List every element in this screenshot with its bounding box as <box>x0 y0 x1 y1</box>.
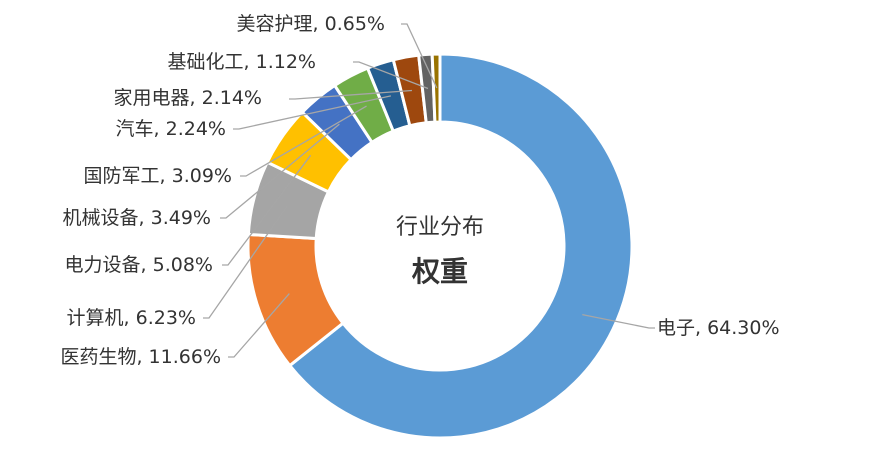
slice-label-7: 汽车, 2.24% <box>116 118 226 140</box>
slice-label-9: 基础化工, 1.12% <box>168 51 316 73</box>
leader-line-1 <box>582 313 655 329</box>
leader-line-3 <box>203 205 288 319</box>
slice-label-10: 美容护理, 0.65% <box>237 13 385 35</box>
leader-line-2 <box>228 293 290 358</box>
slice-label-6: 国防军工, 3.09% <box>84 165 232 187</box>
slice-label-1: 电子, 64.30% <box>657 317 780 339</box>
leader-line-6 <box>240 105 367 177</box>
donut-slice-1 <box>287 52 634 440</box>
slice-labels: 电子, 64.30% 医药生物, 11.66% 计算机, 6.23% 电力设备, 5.… <box>60 13 779 368</box>
donut-slices <box>246 52 634 440</box>
center-subtitle: 权重 <box>411 255 468 288</box>
slice-label-4: 电力设备, 5.08% <box>65 254 213 276</box>
leader-line-7 <box>233 95 392 130</box>
slice-label-8: 家用电器, 2.14% <box>114 87 262 109</box>
center-title: 行业分布 <box>396 215 484 240</box>
leader-line-9 <box>353 61 429 90</box>
slice-label-5: 机械设备, 3.49% <box>63 207 211 229</box>
slice-label-2: 医药生物, 11.66% <box>60 346 221 368</box>
leader-line-4 <box>222 154 312 266</box>
leader-line-10 <box>401 23 438 89</box>
leader-line-8 <box>289 89 413 100</box>
slice-label-3: 计算机, 6.23% <box>67 307 196 329</box>
leader-line-5 <box>220 123 340 219</box>
leader-lines <box>203 23 655 358</box>
